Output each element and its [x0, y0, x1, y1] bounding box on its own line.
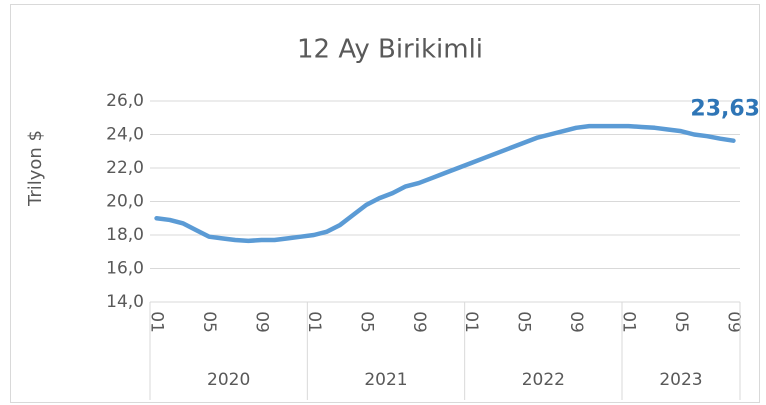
x-tick-label: 01 — [147, 311, 167, 333]
y-tick-label: 18,0 — [106, 225, 144, 245]
chart-title: 12 Ay Birikimli — [297, 35, 483, 65]
y-axis-label: Trilyon $ — [25, 130, 46, 207]
x-tick-label: 09 — [251, 311, 271, 333]
x-tick-label: 01 — [619, 311, 639, 333]
x-tick-label: 05 — [514, 311, 534, 333]
y-tick-label: 22,0 — [106, 158, 144, 178]
y-tick-label: 26,0 — [106, 91, 144, 111]
x-tick-label: 09 — [409, 311, 429, 333]
group-label: 2023 — [659, 370, 702, 390]
x-tick-label: 09 — [723, 311, 743, 333]
x-tick-label: 01 — [304, 311, 324, 333]
y-tick-label: 14,0 — [106, 292, 144, 312]
y-tick-label: 20,0 — [106, 192, 144, 212]
x-tick-label: 05 — [671, 311, 691, 333]
y-tick-label: 24,0 — [106, 125, 144, 145]
x-tick-label: 01 — [461, 311, 481, 333]
group-label: 2021 — [364, 370, 407, 390]
data-label: 23,63 — [690, 97, 760, 122]
y-tick-label: 16,0 — [106, 259, 144, 279]
x-tick-label: 09 — [566, 311, 586, 333]
x-tick-label: 05 — [356, 311, 376, 333]
x-tick-label: 05 — [199, 311, 219, 333]
group-label: 2022 — [522, 370, 565, 390]
group-label: 2020 — [207, 370, 250, 390]
line-series — [154, 123, 736, 244]
chart-frame — [10, 4, 760, 403]
